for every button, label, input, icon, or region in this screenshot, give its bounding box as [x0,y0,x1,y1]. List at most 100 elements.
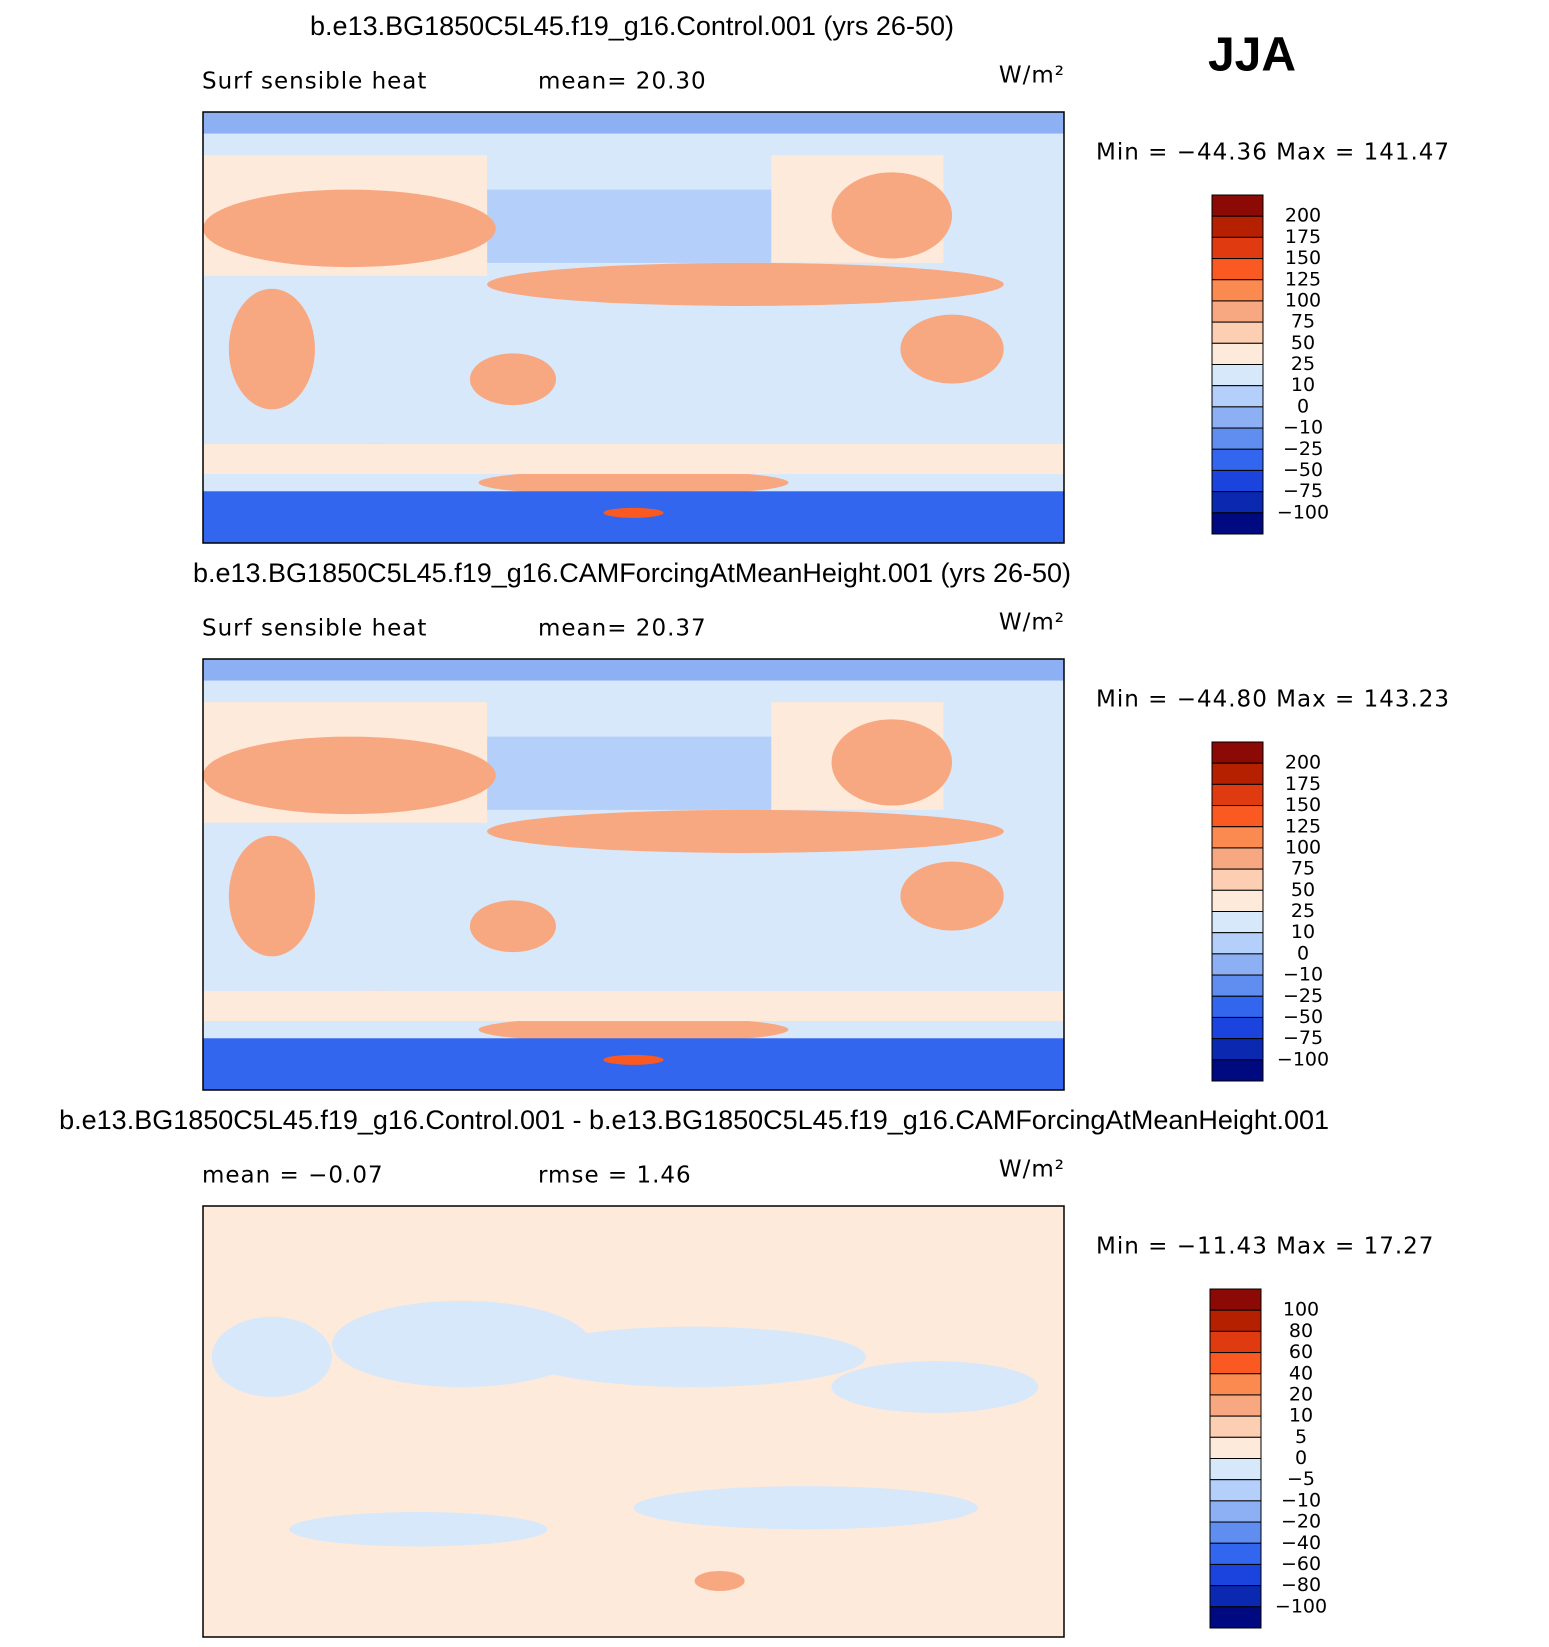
colorbar-box [1211,911,1264,934]
min-max-label: Min = −44.80 Max = 143.23 [1096,687,1450,713]
colorbar-label: −40 [1281,1532,1321,1554]
colorbar-box [1211,762,1264,785]
warm-region [487,809,1004,853]
colorbar-box [1211,741,1264,764]
colorbar-label: −60 [1281,1553,1321,1575]
colorbar-box [1211,826,1264,849]
colorbar-label: −10 [1283,964,1323,986]
colorbar-label: −75 [1283,480,1323,502]
colorbar-label: 5 [1295,1426,1307,1448]
colorbar-label: 10 [1289,1405,1313,1427]
min-max-label: Min = −11.43 Max = 17.27 [1096,1234,1434,1260]
left-label: Surf sensible heat [202,616,427,642]
colorbar-label: 100 [1285,289,1321,311]
colorbar-box [1209,1542,1262,1565]
colorbar-box [1209,1394,1262,1417]
colorbar-box [1211,469,1264,493]
colorbar-box [1209,1479,1262,1502]
colorbar-label: 80 [1289,1320,1313,1342]
colorbar-box [1209,1352,1262,1375]
colorbar-box [1209,1563,1262,1587]
colorbar-label: −25 [1283,438,1323,460]
units-label: W/m² [999,1157,1065,1183]
colorbar-box [1211,406,1264,429]
colorbar-label: −10 [1283,417,1323,439]
colorbar-box [1209,1585,1262,1608]
map-frame [202,1205,1065,1638]
colorbar-box [1211,932,1264,955]
map-field [203,1206,1064,1637]
colorbar-box [1211,236,1264,260]
southern-band [203,990,1064,1022]
map-field [203,659,1064,1090]
map-frame [202,658,1065,1091]
colorbar-label: 175 [1285,773,1321,795]
colorbar-label: 20 [1289,1383,1313,1405]
colorbar-box [1209,1606,1262,1629]
colorbar-box [1211,364,1264,387]
colorbar-box [1209,1373,1262,1396]
colorbar-box [1209,1288,1262,1311]
units-label: W/m² [999,63,1065,89]
colorbar-label: 10 [1291,921,1315,943]
diff-field [203,1206,1064,1637]
colorbar-label: −80 [1281,1574,1321,1596]
colorbar-box [1211,805,1264,828]
colorbar-box [1211,974,1264,997]
colorbar-box [1209,1521,1262,1544]
colorbar-label: −100 [1277,501,1329,523]
colorbar-label: 0 [1297,942,1309,964]
colorbar-box [1209,1436,1262,1459]
colorbar-box [1209,1458,1262,1481]
min-max-label: Min = −44.36 Max = 141.47 [1096,140,1450,166]
colorbar-box [1209,1330,1262,1354]
colorbar-box [1211,1038,1264,1061]
colorbar-label: 50 [1291,332,1315,354]
colorbar-box [1211,215,1264,238]
colorbar-label: 150 [1285,794,1321,816]
right-label: rmse = 1.46 [538,1163,692,1189]
panel-title: b.e13.BG1850C5L45.f19_g16.Control.001 - … [59,1105,1329,1135]
colorbar-box [1211,1016,1264,1040]
colorbar-box [1209,1415,1262,1438]
colorbar-label: −5 [1287,1468,1315,1490]
colorbar-label: 75 [1291,311,1315,333]
antarctic-warm [603,1054,664,1065]
colorbar-label: 25 [1291,900,1315,922]
cool-region [332,1300,591,1388]
colorbar-label: −50 [1283,459,1323,481]
arctic [203,112,1064,134]
colorbar-box [1211,1059,1264,1082]
colorbar-label: 60 [1289,1341,1313,1363]
units-label: W/m² [999,610,1065,636]
colorbar-box [1211,783,1264,807]
cool-region [211,1316,332,1397]
colorbar-label: 200 [1285,752,1321,774]
colorbar-box [1211,321,1264,344]
colorbar-box [1211,385,1264,408]
colorbar-label: 0 [1295,1447,1307,1469]
colorbar-label: −10 [1281,1489,1321,1511]
arctic [203,659,1064,681]
colorbar-label: 40 [1289,1362,1313,1384]
warm-region [203,189,496,268]
colorbar-label: −50 [1283,1006,1323,1028]
panel-title: b.e13.BG1850C5L45.f19_g16.CAMForcingAtMe… [193,558,1071,588]
colorbar-box [1211,995,1264,1018]
warm-region [203,736,496,815]
colorbar-box [1211,300,1264,323]
colorbar-box [1211,342,1264,365]
warm-region [900,861,1004,931]
warm-region [900,314,1004,384]
warm-region [478,469,789,496]
left-label: mean = −0.07 [202,1163,384,1189]
cool-region [289,1512,548,1547]
colorbar-label: −20 [1281,1511,1321,1533]
warm-region [469,353,557,406]
colorbar-label: 100 [1283,1299,1319,1321]
colorbar-box [1211,427,1264,450]
panel-title: b.e13.BG1850C5L45.f19_g16.Control.001 (y… [310,11,954,41]
colorbar-label: 75 [1291,858,1315,880]
